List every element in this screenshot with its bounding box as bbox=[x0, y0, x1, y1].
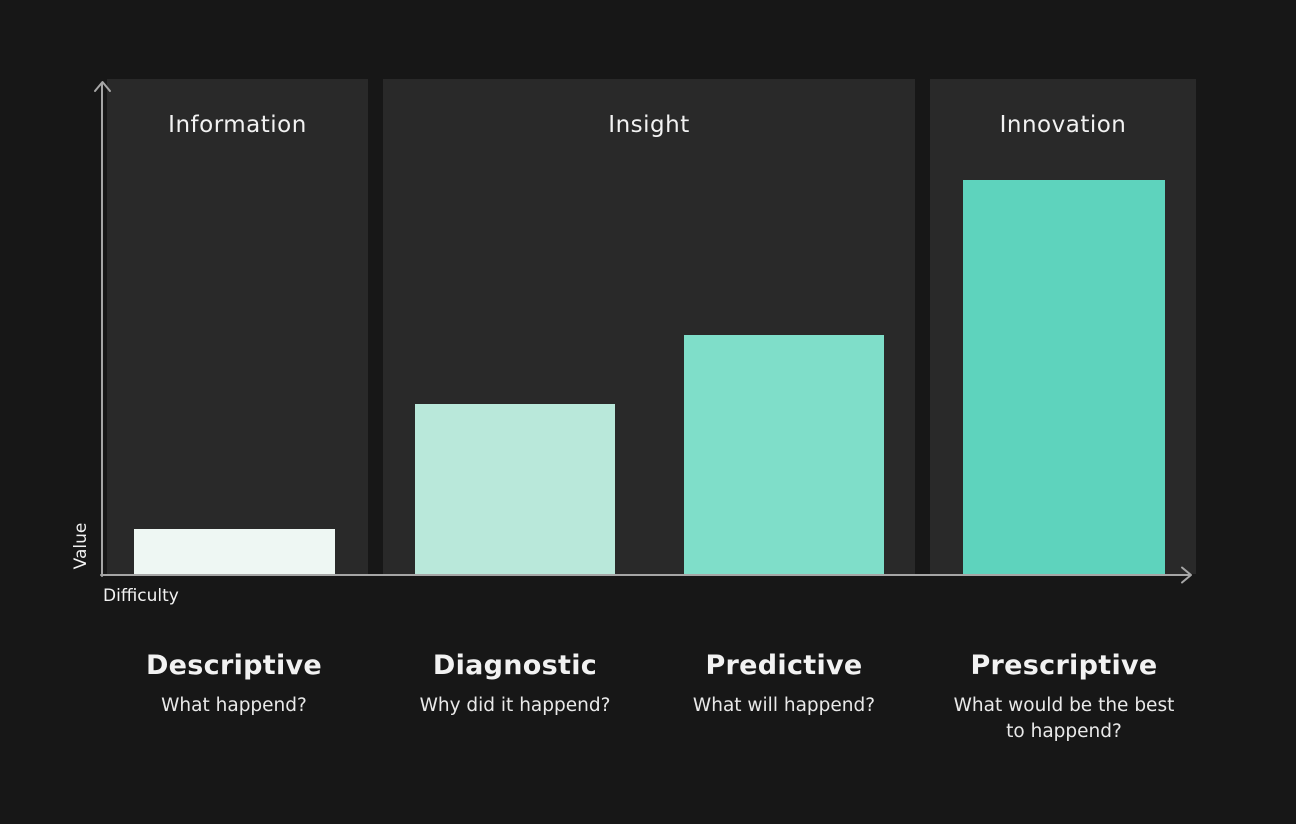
bar-prescriptive bbox=[963, 180, 1165, 574]
column-subtitle: What happend? bbox=[161, 695, 307, 717]
column-subtitle: Why did it happend? bbox=[419, 695, 611, 717]
bar-descriptive bbox=[134, 529, 335, 574]
column-title: Diagnostic bbox=[432, 650, 598, 681]
column-caption-predictive: Predictive What will happend? bbox=[624, 650, 944, 719]
column-caption-diagnostic: Diagnostic Why did it happend? bbox=[355, 650, 675, 719]
bar-predictive bbox=[684, 335, 884, 574]
column-subtitle: What will happend? bbox=[692, 695, 876, 717]
y-axis-label: Value bbox=[71, 522, 91, 570]
x-axis-label: Difficulty bbox=[103, 586, 179, 606]
column-title: Prescriptive bbox=[970, 650, 1158, 681]
column-caption-prescriptive: Prescriptive What would be the best to h… bbox=[944, 650, 1184, 745]
stage-panel-information: Information bbox=[107, 79, 368, 574]
stage-title-innovation: Innovation bbox=[999, 112, 1127, 138]
column-title: Descriptive bbox=[145, 650, 323, 681]
stage-title-information: Information bbox=[168, 112, 307, 138]
bar-diagnostic bbox=[415, 404, 615, 574]
stage-title-insight: Insight bbox=[608, 112, 690, 138]
column-title: Predictive bbox=[705, 650, 863, 681]
column-subtitle: What would be the best to happend? bbox=[953, 695, 1175, 743]
column-caption-descriptive: Descriptive What happend? bbox=[74, 650, 394, 719]
